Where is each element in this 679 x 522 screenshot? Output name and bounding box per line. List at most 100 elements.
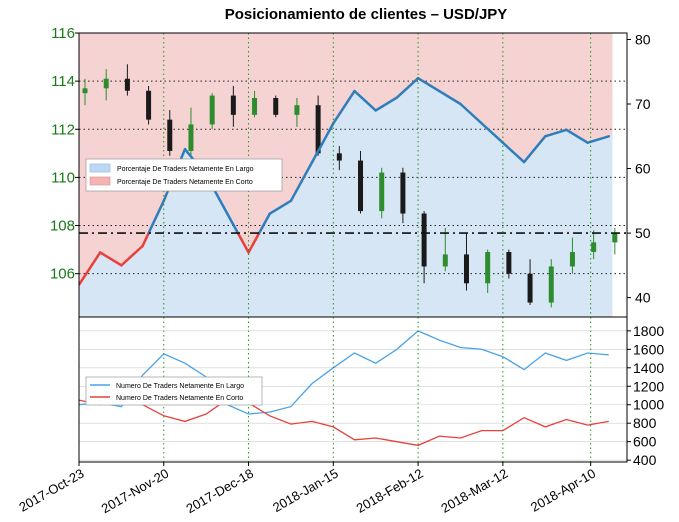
short-fill-bar (82, 33, 86, 281)
long-fill-bar (487, 128, 492, 317)
long-fill-bar (427, 83, 431, 317)
short-fill-bar (275, 33, 280, 211)
short-fill-bar (160, 33, 165, 208)
long-fill-bar (587, 142, 592, 317)
long-fill-bar (284, 204, 289, 317)
long-fill-bar (281, 206, 286, 317)
short-fill-bar (627, 33, 631, 136)
candle-body (358, 160, 364, 212)
long-fill-bar (366, 102, 371, 317)
long-fill-bar (381, 106, 386, 317)
long-fill-bar (415, 80, 419, 317)
long-fill-bar (472, 115, 477, 317)
long-fill-bar (163, 200, 168, 317)
lower-right-tick-label: 1600 (633, 341, 664, 357)
short-fill-bar (499, 33, 504, 140)
lower-panel: 400 600 800 1000 1200 1400 1600 1800 Numero De T… (78, 316, 664, 468)
long-fill-bar (354, 91, 359, 317)
lower-frame (78, 316, 628, 463)
short-fill-bar (590, 33, 595, 142)
short-fill-bar (163, 33, 168, 201)
long-fill-bar (330, 128, 334, 317)
long-fill-bar (124, 262, 129, 317)
x-tick-label: 2018-Mar-12 (438, 466, 510, 516)
long-fill-bar (478, 120, 483, 317)
short-fill-bar (175, 33, 180, 172)
short-fill-bar (514, 33, 519, 154)
long-pct-segment (147, 199, 166, 235)
short-fill-bar (187, 33, 192, 153)
candle-body (252, 97, 258, 115)
candle-body (548, 266, 554, 303)
long-fill-bar (251, 246, 256, 317)
short-fill-bar (206, 33, 210, 175)
long-fill-bar (581, 139, 586, 317)
short-fill-bar (300, 33, 304, 185)
long-fill-bar (300, 184, 304, 317)
long-fill-bar (466, 109, 471, 317)
long-fill-bar (596, 139, 601, 317)
short-fill-bar (139, 33, 144, 249)
short-fill-bar (191, 33, 195, 157)
long-pct-segment (353, 89, 377, 112)
long-fill-bar (424, 81, 428, 317)
right-tick-label: 50 (635, 225, 651, 241)
short-fill-bar (133, 33, 138, 255)
lower-right-tick-label: 400 (633, 452, 657, 468)
short-fill-bar (415, 33, 419, 81)
long-fill-bar (463, 106, 468, 317)
short-pct-segment (98, 251, 123, 267)
short-fill-bar (548, 33, 552, 136)
left-tick-label: 114 (51, 73, 75, 90)
short-fill-bar (360, 33, 365, 97)
long-fill-bar (145, 239, 150, 317)
short-fill-bar (569, 33, 574, 132)
short-fill-bar (445, 33, 449, 95)
short-fill-bar (115, 33, 119, 262)
short-fill-bar (584, 33, 589, 141)
short-fill-bar (472, 33, 477, 116)
right-tick-label: 40 (635, 290, 651, 306)
x-tick-label: 2018-Feb-12 (354, 466, 426, 516)
right-tick-label: 70 (635, 96, 651, 112)
short-fill-bar (375, 33, 380, 111)
short-fill-bar (85, 33, 89, 276)
short-fill-bar (127, 33, 132, 260)
long-fill-bar (505, 145, 510, 317)
long-fill-bar (336, 118, 340, 317)
short-fill-bar (363, 33, 368, 100)
short-fill-bar (124, 33, 129, 263)
short-fill-bar (242, 33, 247, 242)
long-fill-bar (218, 197, 222, 317)
short-fill-bar (518, 33, 522, 157)
long-fill-bar (133, 254, 138, 317)
long-fill-bar (290, 200, 295, 317)
short-fill-bar (248, 33, 253, 253)
long-fill-bar (560, 131, 565, 317)
long-pct-segment (332, 89, 356, 125)
short-fill-bar (245, 33, 250, 247)
short-fill-bar (560, 33, 565, 132)
long-pct-segment (268, 199, 293, 215)
long-fill-bar (154, 220, 159, 317)
long-fill-bar (542, 139, 546, 317)
long-fill-bar (215, 191, 219, 317)
long-fill-bar (348, 100, 353, 317)
short-fill-bar (478, 33, 483, 121)
short-pct-segment (141, 231, 150, 248)
long-fill-bar (194, 160, 198, 317)
long-fill-bar (227, 213, 231, 317)
long-fill-bar (436, 89, 440, 317)
lower-right-tick-label: 1800 (633, 323, 664, 339)
x-tick-label: 2018-Jan-15 (270, 466, 341, 515)
short-fill-bar (142, 33, 147, 246)
long-fill-bar (342, 109, 347, 317)
long-fill-bar (184, 149, 189, 317)
candle-body (379, 172, 385, 212)
short-fill-bar (442, 33, 446, 93)
candle-body (82, 88, 88, 94)
short-fill-bar (493, 33, 498, 135)
long-fill-bar (115, 261, 119, 317)
short-fill-bar (263, 33, 268, 225)
